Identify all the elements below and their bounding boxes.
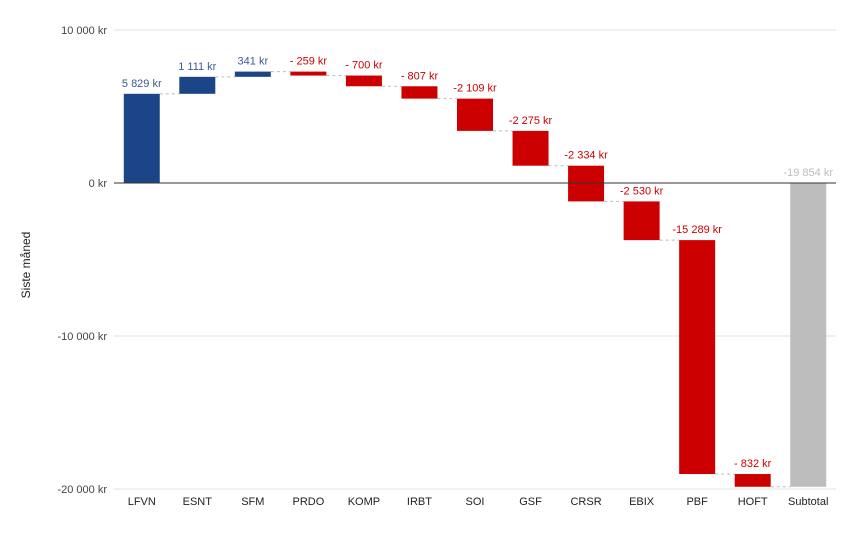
grid-lines <box>114 29 836 490</box>
bar-irbt <box>401 86 438 99</box>
bar-pbf <box>679 240 716 475</box>
x-tick-label: ESNT <box>183 496 213 508</box>
bar-lfvn <box>123 93 160 183</box>
bar-soi <box>457 98 493 131</box>
data-label: 5 829 kr <box>122 78 162 90</box>
bar-subtotal <box>790 183 827 487</box>
y-tick-label: 10 000 kr <box>61 25 107 37</box>
bar-gsf <box>512 130 549 166</box>
data-label: 1 111 kr <box>178 61 216 73</box>
data-label: -19 854 kr <box>783 167 833 179</box>
x-tick-label: EBIX <box>629 496 655 508</box>
bar-hoft <box>734 474 771 487</box>
bar-sfm <box>234 71 271 77</box>
y-tick-labels: 10 000 kr 0 kr -10 000 kr -20 000 kr <box>57 25 107 496</box>
bar-ebix <box>623 201 660 241</box>
x-tick-labels: LFVN ESNT SFM PRDO KOMP IRBT SOI GSF CRSR EBIX PBF… <box>128 496 829 508</box>
y-axis-title: Siste måned <box>19 232 33 299</box>
bar-crsr <box>568 165 605 202</box>
y-tick-label: -20 000 kr <box>57 484 107 496</box>
y-tick-label: -10 000 kr <box>57 331 107 343</box>
x-tick-label: CRSR <box>570 496 601 508</box>
data-label: -2 530 kr <box>620 185 664 197</box>
data-label: -2 109 kr <box>453 83 497 95</box>
x-tick-label: SOI <box>466 496 485 508</box>
x-tick-label: LFVN <box>128 496 156 508</box>
x-tick-label: SFM <box>241 496 264 508</box>
data-label: - 807 kr <box>401 70 439 82</box>
data-label: - 700 kr <box>345 60 383 72</box>
bar-esnt <box>179 76 216 94</box>
y-tick-label: 0 kr <box>89 178 108 190</box>
data-label: - 259 kr <box>290 56 328 68</box>
bars <box>123 71 827 487</box>
x-tick-label: Subtotal <box>788 496 828 508</box>
x-tick-label: IRBT <box>407 496 432 508</box>
data-label: -2 275 kr <box>509 115 553 127</box>
data-label: 341 kr <box>238 56 269 68</box>
data-label: -15 289 kr <box>672 224 722 236</box>
x-tick-label: HOFT <box>738 496 768 508</box>
bar-prdo <box>290 71 327 76</box>
x-tick-label: KOMP <box>348 496 380 508</box>
data-label: - 832 kr <box>734 458 772 470</box>
x-tick-label: PBF <box>686 496 708 508</box>
data-labels: 5 829 kr 1 111 kr 341 kr - 259 kr - 700 kr - … <box>122 56 833 470</box>
bar-komp <box>345 75 382 87</box>
x-tick-label: GSF <box>519 496 542 508</box>
data-label: -2 334 kr <box>564 150 608 162</box>
x-tick-label: PRDO <box>292 496 324 508</box>
